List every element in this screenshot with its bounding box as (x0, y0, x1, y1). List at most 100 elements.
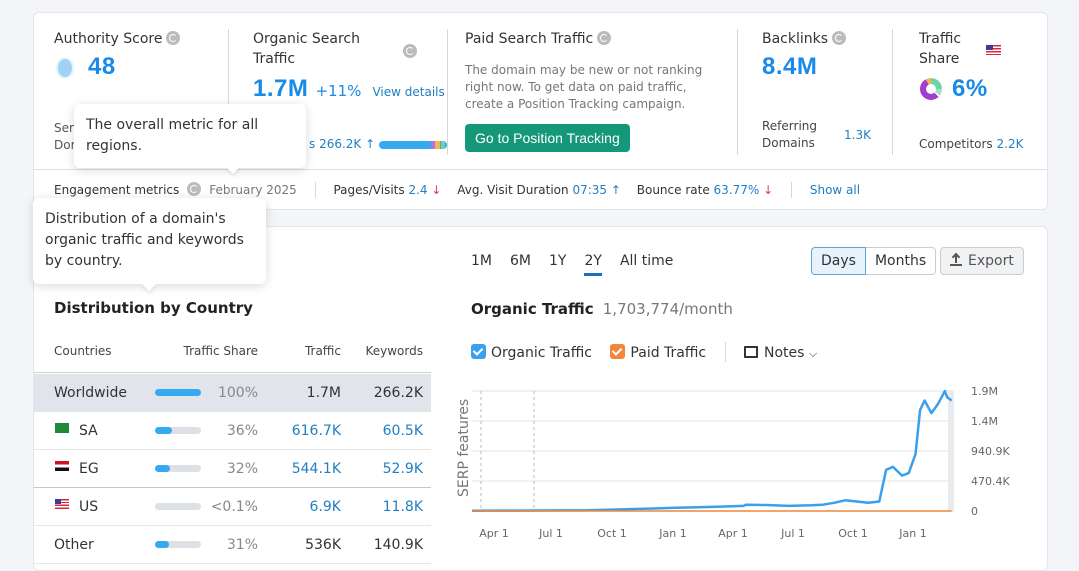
x-tick-label: Oct 1 (597, 527, 627, 540)
checkbox-icon (471, 344, 486, 359)
overall-metric-tooltip: The overall metric for all regions. (74, 104, 306, 175)
days-toggle[interactable]: Days (811, 247, 866, 275)
range-tab-1m[interactable]: 1M (471, 253, 492, 269)
y-tick-label: 1.4M (971, 415, 998, 428)
x-tick-label: Jul 1 (538, 527, 563, 540)
x-tick-label: Oct 1 (838, 527, 868, 540)
traffic-value: 536K (305, 537, 341, 553)
traffic-value[interactable]: 6.9K (309, 499, 341, 515)
distribution-table-header: Countries Traffic Share Traffic Keywords (34, 339, 431, 373)
traffic-value: 1.7M (306, 385, 341, 401)
country-name: US (79, 499, 99, 515)
engagement-label: Engagement metrics (54, 183, 180, 197)
traffic-share-value: 36% (226, 423, 258, 439)
legend-paid[interactable]: Paid Traffic (610, 344, 706, 361)
organic-traffic-change: +11% (315, 82, 362, 100)
x-tick-label: Jan 1 (658, 527, 686, 540)
go-to-position-tracking-button[interactable]: Go to Position Tracking (465, 124, 630, 152)
organic-traffic-label: Organic Search Traffic (253, 31, 361, 67)
arrow-down-icon: ↓ (763, 183, 774, 197)
semrush-domain-rank-label: Ser Dor (54, 121, 76, 152)
bounce-rate-value: 63.77% (713, 183, 760, 197)
chart-title: Organic Traffic (471, 300, 594, 318)
x-tick-label: Jul 1 (780, 527, 805, 540)
traffic-share-bar (155, 503, 201, 510)
range-tab-all-time[interactable]: All time (619, 253, 674, 269)
traffic-value[interactable]: 616.7K (291, 423, 341, 439)
us-flag-icon (986, 45, 1001, 55)
range-tab-1y[interactable]: 1Y (549, 253, 567, 269)
range-tab-2y[interactable]: 2Y (584, 253, 602, 276)
info-icon[interactable] (597, 31, 612, 45)
checkbox-icon (610, 344, 626, 359)
sa-flag-icon (55, 423, 69, 433)
keywords-value[interactable]: 60.5K (382, 423, 423, 439)
divider (892, 29, 893, 155)
country-name: Other (54, 537, 94, 553)
keywords-value[interactable]: 11.8K (382, 499, 423, 515)
months-toggle[interactable]: Months (865, 247, 937, 275)
country-name: SA (79, 423, 98, 439)
upload-icon (950, 252, 962, 266)
organic-keywords-value: s 266.2K ↑ (309, 137, 376, 151)
organic-traffic-line (471, 389, 953, 512)
engagement-metrics-row: Engagement metrics February 2025 Pages/Vi… (54, 182, 861, 198)
y-tick-label: 1.9M (971, 385, 998, 398)
chart-edge (948, 391, 954, 511)
info-icon[interactable] (832, 31, 847, 45)
us-flag-icon (55, 499, 69, 509)
authority-score-value: 48 (88, 53, 116, 80)
info-icon[interactable] (166, 31, 181, 45)
competitors-row: Competitors 2.2K (919, 137, 1024, 151)
distribution-tooltip: Distribution of a domain's organic traffi… (33, 198, 266, 292)
traffic-share-bar (155, 465, 201, 472)
organic-traffic-value-row: 1.7M +11% View details (253, 75, 445, 103)
referring-domains-value[interactable]: 1.3K (844, 128, 871, 142)
table-row[interactable]: Worldwide 100% 1.7M 266.2K (34, 374, 431, 412)
keywords-value[interactable]: 52.9K (382, 461, 423, 477)
eg-flag-icon (55, 461, 69, 471)
visit-duration-value: 07:35 (572, 183, 608, 197)
y-tick-label: 470.4K (971, 475, 1010, 488)
referring-domains-label: Referring Domains (762, 119, 818, 150)
traffic-share-bar (155, 427, 201, 434)
notes-dropdown[interactable]: Notes ⌵ (744, 345, 817, 361)
export-button[interactable]: Export (940, 247, 1024, 275)
organic-traffic-value: 1.7M (253, 75, 309, 102)
y-tick-label: 940.9K (971, 445, 1010, 458)
traffic-share-donut-icon (920, 78, 942, 100)
traffic-share-bar (155, 389, 201, 396)
paid-traffic-label: Paid Search Traffic (465, 29, 612, 49)
keywords-distribution-bar (379, 141, 447, 149)
table-row[interactable]: SA 36% 616.7K 60.5K (34, 412, 431, 450)
table-row[interactable]: Other 31% 536K 140.9K (34, 526, 431, 564)
table-row[interactable]: US <0.1% 6.9K 11.8K (34, 488, 431, 526)
x-tick-label: Apr 1 (718, 527, 748, 540)
paid-traffic-description: The domain may be new or not ranking righ… (465, 63, 703, 111)
granularity-toggle: Days Months (811, 247, 937, 275)
country-name: Worldwide (54, 385, 127, 401)
traffic-share-bar (155, 541, 201, 548)
chart-value: 1,703,774/month (602, 300, 733, 318)
organic-traffic-chart: 0 470.4K 940.9K 1.4M 1.9M Apr 1 Jul 1 Oct 1 Jan … (456, 385, 1010, 540)
range-tab-6m[interactable]: 6M (510, 253, 531, 269)
traffic-share-value: 32% (226, 461, 258, 477)
legend-organic[interactable]: Organic Traffic (471, 344, 592, 361)
competitors-value[interactable]: 2.2K (996, 137, 1024, 151)
view-details-link[interactable]: View details (372, 85, 445, 99)
backlinks-label: Backlinks (762, 29, 847, 49)
range-tabs: 1M 6M 1Y 2Y All time (471, 253, 691, 276)
info-icon[interactable] (403, 44, 417, 58)
x-tick-label: Apr 1 (479, 527, 509, 540)
y-tick-label: 0 (971, 505, 978, 518)
traffic-value[interactable]: 544.1K (291, 461, 341, 477)
table-row[interactable]: EG 32% 544.1K 52.9K (34, 450, 431, 488)
keywords-value: 140.9K (373, 537, 423, 553)
show-all-link[interactable]: Show all (809, 183, 861, 197)
arrow-up-icon: ↑ (610, 183, 621, 197)
arrow-down-icon: ↓ (431, 183, 442, 197)
traffic-share-value: 31% (226, 537, 258, 553)
info-icon[interactable] (187, 182, 202, 196)
chart-legend: Organic Traffic Paid Traffic Notes ⌵ (471, 342, 817, 362)
traffic-share-value: <0.1% (210, 499, 258, 515)
